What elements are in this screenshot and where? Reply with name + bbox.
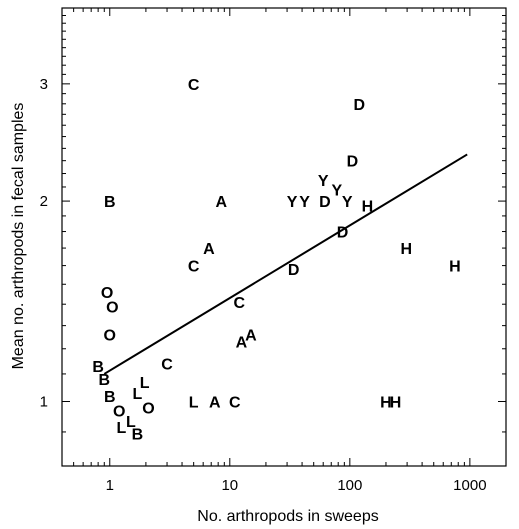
data-point-b: B [92,359,104,376]
data-point-o: O [142,400,154,417]
y-tick-label: 2 [40,193,48,210]
axes [61,7,507,467]
data-point-a: A [245,328,257,345]
y-tick-label: 1 [40,393,48,410]
data-point-c: C [234,295,246,312]
data-point-d: D [347,154,359,171]
plot-frame [61,7,507,467]
data-point-d: D [288,262,300,279]
data-point-c: C [188,77,200,94]
y-tick-label: 3 [40,76,48,93]
data-point-y: Y [318,173,329,190]
data-point-o: O [106,299,118,316]
data-point-b: B [104,194,116,211]
data-point-h: H [390,394,402,411]
data-point-l: L [126,414,136,431]
data-point-c: C [229,394,241,411]
data-point-a: A [216,194,228,211]
data-point-h: H [449,259,461,276]
data-point-y: Y [299,194,310,211]
data-point-d: D [354,97,366,114]
x-tick-label: 1 [106,477,114,494]
ticks: 1 10 100 1000 1 2 3 [40,8,507,494]
y-axis-label: Mean no. arthropods in fecal samples [10,103,27,370]
data-point-a: A [236,335,248,352]
data-point-o: O [113,403,125,420]
data-point-l: L [117,420,127,437]
data-point-a: A [203,241,215,258]
data-point-l: L [133,386,143,403]
x-tick-label: 100 [337,477,362,494]
fit-line-group [103,153,468,375]
data-point-b: B [104,389,116,406]
x-tick-label: 1000 [453,477,486,494]
x-tick-label: 10 [221,477,238,494]
data-point-c: C [161,357,173,374]
regression-line [103,153,468,375]
data-point-o: O [104,328,116,345]
data-point-y: Y [342,194,353,211]
data-point-y: Y [287,194,298,211]
data-point-l: L [189,394,199,411]
data-point-h: H [400,241,412,258]
data-point-l: L [140,375,150,392]
data-point-h: H [362,198,374,215]
data-point-b: B [98,372,110,389]
data-point-b: B [132,427,144,444]
data-point-c: C [188,259,200,276]
data-point-y: Y [332,183,343,200]
data-point-a: A [209,394,221,411]
data-point-d: D [337,225,349,242]
data-point-h: H [380,394,392,411]
x-axis-label: No. arthropods in sweeps [197,508,378,525]
data-point-o: O [101,285,113,302]
data-point-d: D [319,194,331,211]
